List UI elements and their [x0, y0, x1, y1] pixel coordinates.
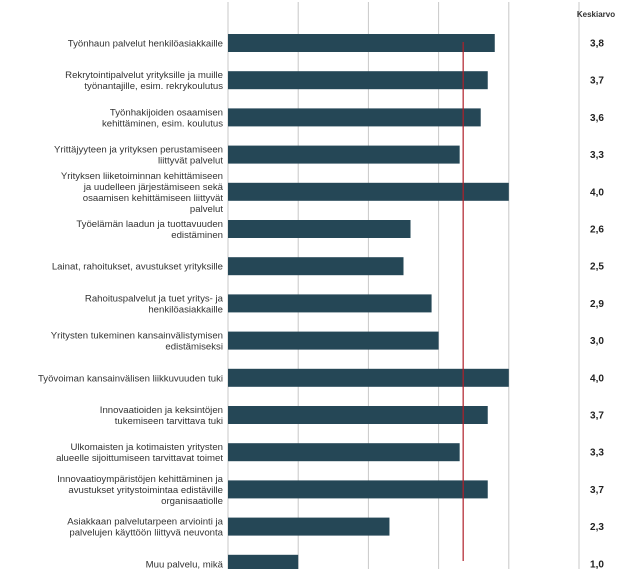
category-label-line: Työvoiman kansainvälisen liikkuvuuden tu…	[38, 373, 223, 384]
value-label: 3,3	[590, 150, 604, 161]
bar	[228, 220, 411, 238]
category-label: Lainat, rahoitukset, avustukset yrityksi…	[52, 262, 223, 273]
category-label-line: osaamisen kehittämiseen liittyvät	[83, 193, 224, 204]
category-label-line: Yrityksen liiketoiminnan kehittämiseen	[61, 171, 223, 182]
category-label-line: Ulkomaisten ja kotimaisten yritysten	[71, 442, 224, 453]
value-label: 2,3	[590, 522, 604, 533]
category-label-line: palvelujen käyttöön liittyvä neuvonta	[69, 528, 223, 539]
category-label: Innovaatioiden ja keksintöjen tukemiseen …	[100, 405, 223, 427]
category-label-line: Lainat, rahoitukset, avustukset yrityksi…	[52, 262, 223, 273]
category-label-line: Yrittäjyyteen ja yrityksen perustamiseen	[54, 145, 223, 156]
category-label: Työvoiman kansainvälisen liikkuvuuden tu…	[38, 373, 223, 384]
value-label: 3,8	[590, 39, 604, 50]
value-label: 3,0	[590, 336, 604, 347]
category-label-line: palvelut	[190, 204, 223, 215]
category-label-line: tukemiseen tarvittava tuki	[115, 416, 223, 427]
category-label: Työelämän laadun ja tuottavuuden edistämi…	[76, 219, 223, 241]
bar	[228, 294, 432, 313]
bar	[228, 331, 439, 350]
bar	[228, 480, 488, 499]
category-label-line: Innovaatioympäristöjen kehittäminen ja	[57, 474, 224, 485]
category-label-line: Muu palvelu, mikä	[146, 559, 224, 569]
category-label: Asiakkaan palvelutarpeen arviointi ja pal…	[67, 517, 223, 539]
value-labels-layer: 3,8 3,7 3,6 3,3 4,0 2,6 2,5 2,9 3,0 4,0 3,7 3,3 3,7 2…	[590, 39, 604, 569]
category-label-line: alueelle sijoittumiseen tarvittavat toim…	[56, 453, 223, 464]
category-label-line: avustukset yritystoimintaa edistäville	[68, 485, 223, 496]
category-label: Työnhakijoiden osaamisen kehittäminen, es…	[102, 107, 223, 129]
category-label-line: henkilöasiakkaille	[148, 304, 223, 315]
bars-layer	[228, 34, 509, 569]
value-column-header: Keskiarvo	[577, 10, 615, 19]
category-label-line: Asiakkaan palvelutarpeen arviointi ja	[67, 517, 223, 528]
category-label: Rekrytointipalvelut yrityksille ja muill…	[65, 70, 223, 92]
value-label: 4,0	[590, 187, 604, 198]
bar	[228, 406, 488, 424]
value-label: 3,7	[590, 76, 604, 87]
category-label-line: ja uudelleen järjestämiseen sekä	[83, 182, 224, 193]
category-label-line: Rahoituspalvelut ja tuet yritys- ja	[85, 293, 224, 304]
value-label: 3,7	[590, 485, 604, 496]
bar	[228, 368, 509, 387]
bar	[228, 182, 509, 201]
value-label: 2,9	[590, 299, 604, 310]
bar	[228, 257, 404, 276]
grid-layer	[227, 2, 580, 569]
category-label-line: edistämiseksi	[165, 342, 223, 353]
bar	[228, 34, 495, 52]
value-label: 2,5	[590, 262, 604, 273]
category-label: Yrittäjyyteen ja yrityksen perustamiseen…	[54, 145, 223, 167]
category-label-line: organisaatiolle	[161, 496, 223, 507]
value-label: 3,3	[590, 448, 604, 459]
category-label-line: liittyvät palvelut	[158, 156, 223, 167]
category-label-line: Rekrytointipalvelut yrityksille ja muill…	[65, 70, 223, 81]
category-labels-layer: Työnhaun palvelut henkilöasiakkaille Rekr…	[38, 39, 224, 569]
category-label: Ulkomaisten ja kotimaisten yritysten alue…	[56, 442, 223, 464]
category-label-line: edistäminen	[171, 230, 223, 241]
category-label: Yrityksen liiketoiminnan kehittämiseen ja…	[61, 171, 224, 215]
category-label: Yritysten tukeminen kansainvälistymisen e…	[51, 331, 223, 353]
category-label-line: Yritysten tukeminen kansainvälistymisen	[51, 331, 223, 342]
category-label-line: Työelämän laadun ja tuottavuuden	[76, 219, 223, 230]
category-label-line: Työnhaun palvelut henkilöasiakkaille	[68, 39, 223, 50]
value-label: 3,6	[590, 113, 604, 124]
category-label: Rahoituspalvelut ja tuet yritys- ja henki…	[85, 293, 224, 315]
bar	[228, 108, 481, 127]
category-label-line: Innovaatioiden ja keksintöjen	[100, 405, 223, 416]
bar	[228, 145, 460, 164]
category-label: Innovaatioympäristöjen kehittäminen ja av…	[57, 474, 224, 507]
category-label-line: työnantajille, esim. rekrykoulutus	[84, 81, 223, 92]
value-label: 3,7	[590, 411, 604, 422]
value-label: 2,6	[590, 225, 604, 236]
category-label: Muu palvelu, mikä	[146, 559, 224, 569]
category-label-line: Työnhakijoiden osaamisen	[110, 107, 223, 118]
bar	[228, 517, 390, 536]
value-label: 4,0	[590, 373, 604, 384]
category-label-line: kehittäminen, esim. koulutus	[102, 118, 223, 129]
bar	[228, 554, 299, 569]
bar	[228, 443, 460, 462]
value-label: 1,0	[590, 559, 604, 569]
category-label: Työnhaun palvelut henkilöasiakkaille	[68, 39, 223, 50]
bar	[228, 71, 488, 90]
